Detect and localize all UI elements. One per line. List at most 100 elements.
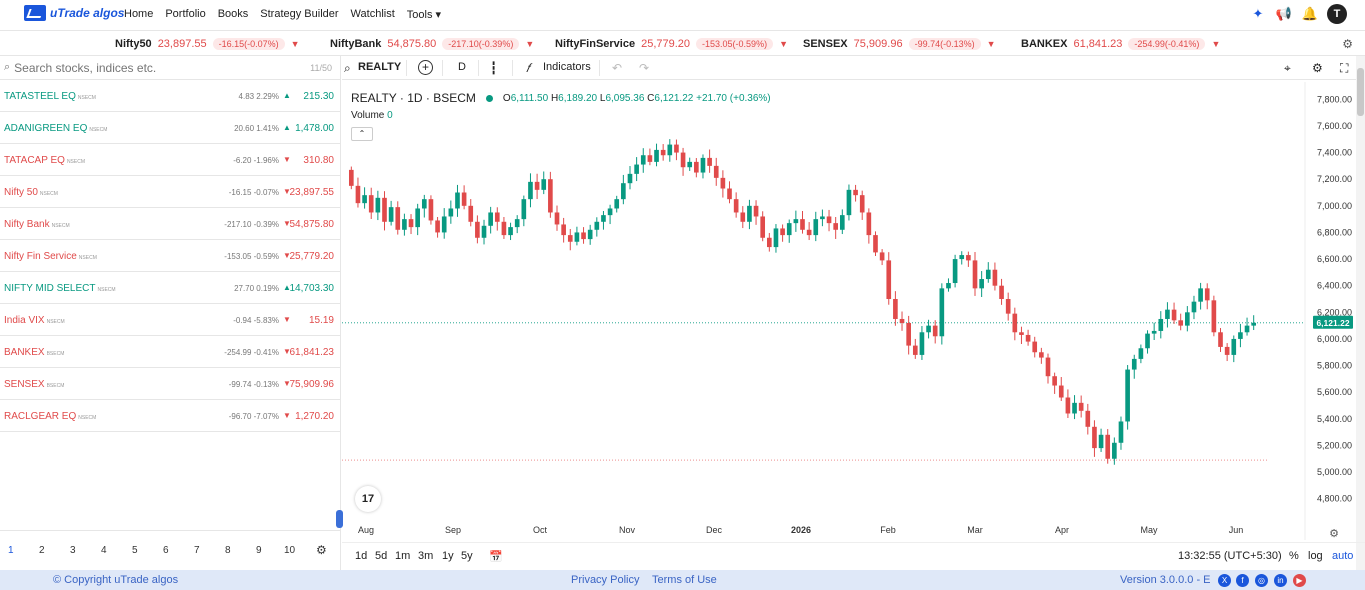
candle-body[interactable] bbox=[727, 188, 732, 200]
candle-body[interactable] bbox=[820, 216, 825, 220]
candle-style-icon[interactable]: ┇ bbox=[490, 61, 498, 75]
ticker-settings-gear-icon[interactable]: ⚙ bbox=[1342, 37, 1353, 51]
calendar-icon[interactable]: 📅 bbox=[489, 551, 503, 563]
candle-body[interactable] bbox=[1231, 338, 1237, 355]
candle-body[interactable] bbox=[1012, 313, 1018, 333]
candle-body[interactable] bbox=[926, 325, 931, 333]
watchlist-row[interactable]: NIFTY MID SELECT NSECM 27.70 0.19% ▲ 14,703.… bbox=[0, 272, 341, 304]
candle-body[interactable] bbox=[747, 205, 752, 222]
range-1d[interactable]: 1d bbox=[355, 550, 368, 562]
candle-body[interactable] bbox=[1085, 410, 1091, 427]
candle-body[interactable] bbox=[567, 235, 573, 242]
candle-body[interactable] bbox=[946, 283, 951, 289]
candle-body[interactable] bbox=[621, 183, 626, 200]
candle-body[interactable] bbox=[760, 216, 766, 238]
candle-body[interactable] bbox=[966, 255, 971, 261]
candle-body[interactable] bbox=[753, 205, 759, 217]
watchlist-row[interactable]: BANKEX BSECM -254.99 -0.41% ▼ 61,841.23 bbox=[0, 336, 341, 368]
sidebar-collapse-handle[interactable] bbox=[336, 510, 343, 528]
watchlist-page-6[interactable]: 6 bbox=[163, 545, 169, 556]
candle-body[interactable] bbox=[1151, 330, 1157, 334]
candle-body[interactable] bbox=[826, 216, 832, 224]
avatar[interactable]: T bbox=[1327, 4, 1347, 24]
menu-home[interactable]: Home bbox=[124, 8, 154, 20]
candle-body[interactable] bbox=[455, 192, 460, 209]
candle-body[interactable] bbox=[581, 232, 586, 240]
candle-body[interactable] bbox=[494, 212, 500, 222]
candle-body[interactable] bbox=[932, 325, 938, 337]
candle-body[interactable] bbox=[368, 195, 374, 213]
candle-body[interactable] bbox=[1178, 320, 1184, 326]
watchlist-row[interactable]: SENSEX BSECM -99.74 -0.13% ▼ 75,909.96 bbox=[0, 368, 341, 400]
candle-body[interactable] bbox=[1005, 299, 1011, 314]
candle-body[interactable] bbox=[700, 157, 706, 173]
candle-body[interactable] bbox=[634, 164, 639, 174]
candle-body[interactable] bbox=[1065, 397, 1071, 414]
candle-body[interactable] bbox=[534, 181, 540, 190]
candle-body[interactable] bbox=[1072, 402, 1077, 414]
watchlist-page-10[interactable]: 10 bbox=[284, 545, 296, 556]
watchlist-page-3[interactable]: 3 bbox=[70, 545, 76, 556]
candle-body[interactable] bbox=[508, 227, 513, 236]
watchlist-row[interactable]: Nifty Bank NSECM -217.10 -0.39% ▼ 54,875.80 bbox=[0, 208, 341, 240]
candle-body[interactable] bbox=[912, 345, 918, 355]
candle-body[interactable] bbox=[1224, 346, 1230, 355]
candle-body[interactable] bbox=[1198, 288, 1203, 302]
candle-body[interactable] bbox=[1025, 334, 1031, 342]
candle-body[interactable] bbox=[561, 224, 566, 236]
watchlist-row[interactable]: TATASTEEL EQ NSECM 4.83 2.29% ▲ 215.30 bbox=[0, 80, 341, 112]
ticker-item-sensex[interactable]: SENSEX 75,909.96 -99.74(-0.13%) ▼ bbox=[803, 38, 996, 50]
candle-body[interactable] bbox=[680, 152, 686, 168]
candle-body[interactable] bbox=[773, 228, 779, 248]
ticker-item-nifty50[interactable]: Nifty50 23,897.55 -16.15(-0.07%) ▼ bbox=[115, 38, 300, 50]
facebook-icon[interactable]: f bbox=[1236, 574, 1249, 587]
candle-body[interactable] bbox=[521, 199, 527, 220]
candle-body[interactable] bbox=[654, 149, 659, 162]
candle-body[interactable] bbox=[1138, 348, 1144, 359]
candle-body[interactable] bbox=[893, 299, 898, 319]
candle-body[interactable] bbox=[541, 179, 547, 190]
candle-body[interactable] bbox=[1244, 325, 1250, 333]
percent-toggle[interactable]: % bbox=[1289, 550, 1299, 562]
candle-body[interactable] bbox=[382, 197, 387, 222]
candle-body[interactable] bbox=[972, 260, 978, 289]
candle-body[interactable] bbox=[1145, 333, 1150, 349]
watchlist-page-4[interactable]: 4 bbox=[101, 545, 107, 556]
range-5y[interactable]: 5y bbox=[461, 550, 473, 562]
candle-body[interactable] bbox=[713, 165, 719, 178]
candle-body[interactable] bbox=[441, 216, 447, 233]
candle-body[interactable] bbox=[1251, 322, 1257, 326]
candle-body[interactable] bbox=[992, 269, 998, 286]
quick-search-icon[interactable]: ⌖ bbox=[1284, 61, 1291, 75]
candle-body[interactable] bbox=[408, 219, 414, 228]
candle-body[interactable] bbox=[1191, 301, 1197, 313]
candle-body[interactable] bbox=[548, 179, 553, 213]
candle-body[interactable] bbox=[1125, 369, 1130, 422]
candle-body[interactable] bbox=[806, 229, 812, 236]
candle-body[interactable] bbox=[348, 169, 354, 186]
candle-body[interactable] bbox=[873, 235, 878, 253]
range-3m[interactable]: 3m bbox=[418, 550, 434, 562]
watchlist-settings-gear-icon[interactable]: ⚙ bbox=[316, 543, 327, 557]
candle-body[interactable] bbox=[1039, 352, 1044, 358]
menu-books[interactable]: Books bbox=[217, 8, 249, 20]
candle-body[interactable] bbox=[421, 199, 427, 209]
candle-body[interactable] bbox=[1098, 434, 1104, 449]
candle-body[interactable] bbox=[859, 195, 865, 213]
search-input[interactable] bbox=[14, 60, 307, 75]
range-1m[interactable]: 1m bbox=[395, 550, 411, 562]
candle-body[interactable] bbox=[793, 219, 799, 224]
tradingview-logo-icon[interactable]: 17 bbox=[355, 486, 381, 512]
watchlist-row[interactable]: ADANIGREEN EQ NSECM 20.60 1.41% ▲ 1,478.00 bbox=[0, 112, 341, 144]
candle-body[interactable] bbox=[1045, 357, 1051, 377]
candle-body[interactable] bbox=[687, 161, 693, 168]
candle-body[interactable] bbox=[1185, 312, 1190, 326]
candle-body[interactable] bbox=[448, 208, 454, 217]
collapse-legend-button[interactable]: ⌃ bbox=[351, 127, 373, 141]
privacy-policy-link[interactable]: Privacy Policy bbox=[571, 574, 640, 586]
scrollbar-thumb[interactable] bbox=[1357, 68, 1364, 116]
candle-body[interactable] bbox=[919, 332, 925, 355]
candle-body[interactable] bbox=[985, 269, 991, 280]
candle-body[interactable] bbox=[886, 260, 892, 300]
youtube-icon[interactable]: ▶ bbox=[1293, 574, 1306, 587]
